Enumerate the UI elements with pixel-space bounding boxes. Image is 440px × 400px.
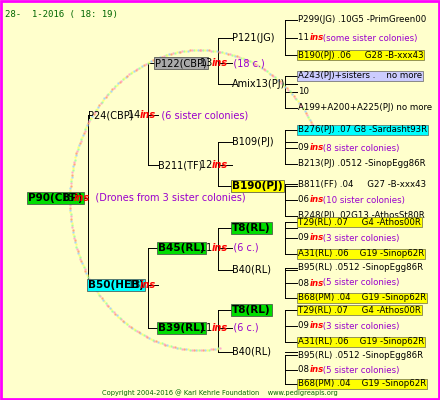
Text: B68(PM) .04    G19 -Sinop62R: B68(PM) .04 G19 -Sinop62R [298, 380, 426, 388]
Text: B95(RL) .0512 -SinopEgg86R: B95(RL) .0512 -SinopEgg86R [298, 350, 423, 360]
Text: ins: ins [309, 234, 324, 242]
Text: 11: 11 [298, 34, 312, 42]
Text: ins: ins [139, 110, 155, 120]
Text: 14: 14 [128, 110, 143, 120]
Text: B211(TF): B211(TF) [158, 160, 202, 170]
Text: 06: 06 [298, 196, 312, 204]
Text: ins: ins [309, 34, 324, 42]
Text: (6 c.): (6 c.) [224, 323, 259, 333]
Text: ins: ins [211, 243, 227, 253]
Text: P90(CBP): P90(CBP) [28, 193, 83, 203]
Text: 09: 09 [298, 322, 312, 330]
Text: A31(RL) .06    G19 -Sinop62R: A31(RL) .06 G19 -Sinop62R [298, 250, 424, 258]
Text: B40(RL): B40(RL) [232, 347, 271, 357]
Text: 13: 13 [200, 58, 215, 68]
Text: 15: 15 [62, 193, 77, 203]
Text: ins: ins [211, 160, 227, 170]
Text: ins: ins [139, 280, 155, 290]
Text: (18 c.): (18 c.) [224, 58, 265, 68]
Text: (8 sister colonies): (8 sister colonies) [320, 144, 400, 152]
Text: 08: 08 [298, 366, 312, 374]
Text: (6 c.): (6 c.) [224, 243, 259, 253]
Text: 12: 12 [200, 160, 216, 170]
Text: (5 sister colonies): (5 sister colonies) [320, 278, 400, 288]
Text: (10 sister colonies): (10 sister colonies) [320, 196, 405, 204]
Text: B248(PJ) .02G13 -AthosSt80R: B248(PJ) .02G13 -AthosSt80R [298, 212, 425, 220]
Text: P122(CBP): P122(CBP) [155, 58, 207, 68]
Text: 11: 11 [200, 323, 215, 333]
Text: Amix13(PJ): Amix13(PJ) [232, 79, 286, 89]
Text: T29(RL) .07     G4 -Athos00R: T29(RL) .07 G4 -Athos00R [298, 218, 421, 226]
Text: B39(RL): B39(RL) [158, 323, 205, 333]
Text: 09: 09 [298, 234, 312, 242]
Text: A31(RL) .06    G19 -Sinop62R: A31(RL) .06 G19 -Sinop62R [298, 338, 424, 346]
Text: 28-  1-2016 ( 18: 19): 28- 1-2016 ( 18: 19) [5, 10, 118, 19]
Text: 08: 08 [298, 278, 312, 288]
Text: P299(JG) .10G5 -PrimGreen00: P299(JG) .10G5 -PrimGreen00 [298, 16, 426, 24]
Text: 13: 13 [128, 280, 143, 290]
Text: Copyright 2004-2016 @ Karl Kehrle Foundation    www.pedigreapis.org: Copyright 2004-2016 @ Karl Kehrle Founda… [102, 389, 338, 396]
Text: ins: ins [309, 144, 324, 152]
Text: B68(PM) .04    G19 -Sinop62R: B68(PM) .04 G19 -Sinop62R [298, 294, 426, 302]
Text: (5 sister colonies): (5 sister colonies) [320, 366, 400, 374]
Text: 09: 09 [298, 144, 312, 152]
Text: ins: ins [73, 193, 89, 203]
Text: ins: ins [211, 58, 227, 68]
Text: B45(RL): B45(RL) [158, 243, 205, 253]
Text: B190(PJ) .06     G28 -B-xxx43: B190(PJ) .06 G28 -B-xxx43 [298, 50, 424, 60]
Text: 11: 11 [200, 243, 215, 253]
Text: A199+A200+A225(PJ) no more: A199+A200+A225(PJ) no more [298, 104, 432, 112]
Text: (3 sister colonies): (3 sister colonies) [320, 234, 400, 242]
Text: (some sister colonies): (some sister colonies) [320, 34, 418, 42]
Text: (6 sister colonies): (6 sister colonies) [152, 110, 249, 120]
Text: ins: ins [309, 196, 324, 204]
Text: A243(PJ)+sisters .    no more: A243(PJ)+sisters . no more [298, 72, 422, 80]
Text: B811(FF) .04     G27 -B-xxx43: B811(FF) .04 G27 -B-xxx43 [298, 180, 426, 188]
Text: B276(PJ) .07 G8 -Sardasht93R: B276(PJ) .07 G8 -Sardasht93R [298, 126, 427, 134]
Text: B213(PJ) .0512 -SinopEgg86R: B213(PJ) .0512 -SinopEgg86R [298, 160, 425, 168]
Text: B40(RL): B40(RL) [232, 265, 271, 275]
Text: P24(CBP): P24(CBP) [88, 110, 133, 120]
Text: P121(JG): P121(JG) [232, 33, 275, 43]
Text: T8(RL): T8(RL) [232, 223, 271, 233]
Text: ins: ins [211, 323, 227, 333]
Text: B50(HEB): B50(HEB) [88, 280, 144, 290]
Text: T8(RL): T8(RL) [232, 305, 271, 315]
Text: ins: ins [309, 278, 324, 288]
Text: B95(RL) .0512 -SinopEgg86R: B95(RL) .0512 -SinopEgg86R [298, 264, 423, 272]
Text: T29(RL) .07     G4 -Athos00R: T29(RL) .07 G4 -Athos00R [298, 306, 421, 314]
Text: B190(PJ): B190(PJ) [232, 181, 282, 191]
Text: (3 sister colonies): (3 sister colonies) [320, 322, 400, 330]
Text: ins: ins [309, 322, 324, 330]
Text: ins: ins [309, 366, 324, 374]
Text: 10: 10 [298, 88, 309, 96]
Text: (Drones from 3 sister colonies): (Drones from 3 sister colonies) [86, 193, 246, 203]
Text: B109(PJ): B109(PJ) [232, 137, 274, 147]
